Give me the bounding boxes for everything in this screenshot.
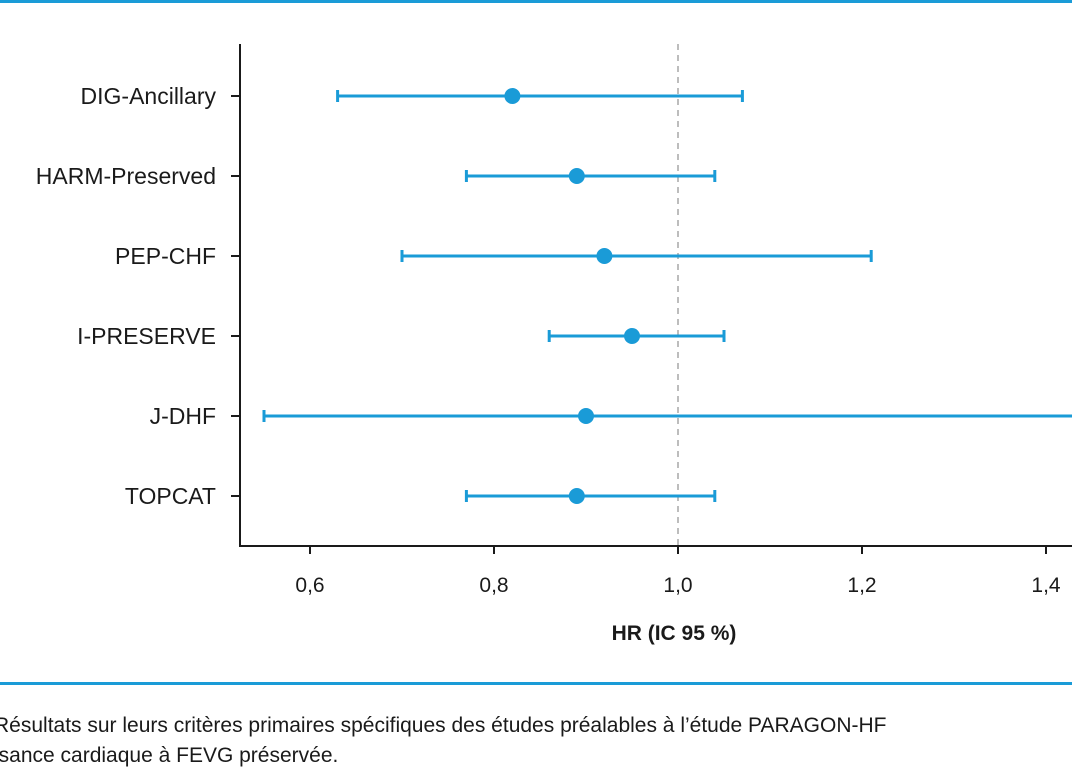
study-label: J-DHF (150, 403, 216, 429)
x-tick-label: 1,0 (663, 574, 692, 597)
figure-caption: Résultats sur leurs critères primaires s… (0, 714, 887, 767)
study-interval (336, 88, 744, 104)
hr-point (624, 328, 640, 344)
x-tick-label: 1,4 (1031, 574, 1061, 597)
x-axis-title: HR (IC 95 %) (612, 622, 737, 645)
bottom-rule (0, 682, 1072, 685)
study-label: TOPCAT (125, 483, 216, 509)
hr-point (578, 408, 594, 424)
forest-plot-chart: 0,6 0,8 1,0 1,2 1,4 HR (IC 95 %) DIG-Ancillary… (36, 44, 1072, 645)
study-interval (262, 408, 1072, 424)
top-rule (0, 0, 1072, 3)
study-label: I-PRESERVE (77, 323, 216, 349)
study-label: DIG-Ancillary (81, 83, 217, 109)
x-tick-label: 1,2 (847, 574, 876, 597)
study-label: PEP-CHF (115, 243, 216, 269)
study-label: HARM-Preserved (36, 163, 216, 189)
study-interval (464, 168, 717, 184)
study-interval (400, 248, 873, 264)
hr-point (596, 248, 613, 264)
hr-point (568, 168, 585, 184)
x-tick-label: 0,6 (295, 574, 324, 597)
hr-point (504, 88, 521, 104)
study-interval (547, 328, 726, 344)
hr-point (568, 488, 585, 504)
x-tick-label: 0,8 (479, 574, 508, 597)
study-interval (464, 488, 717, 504)
